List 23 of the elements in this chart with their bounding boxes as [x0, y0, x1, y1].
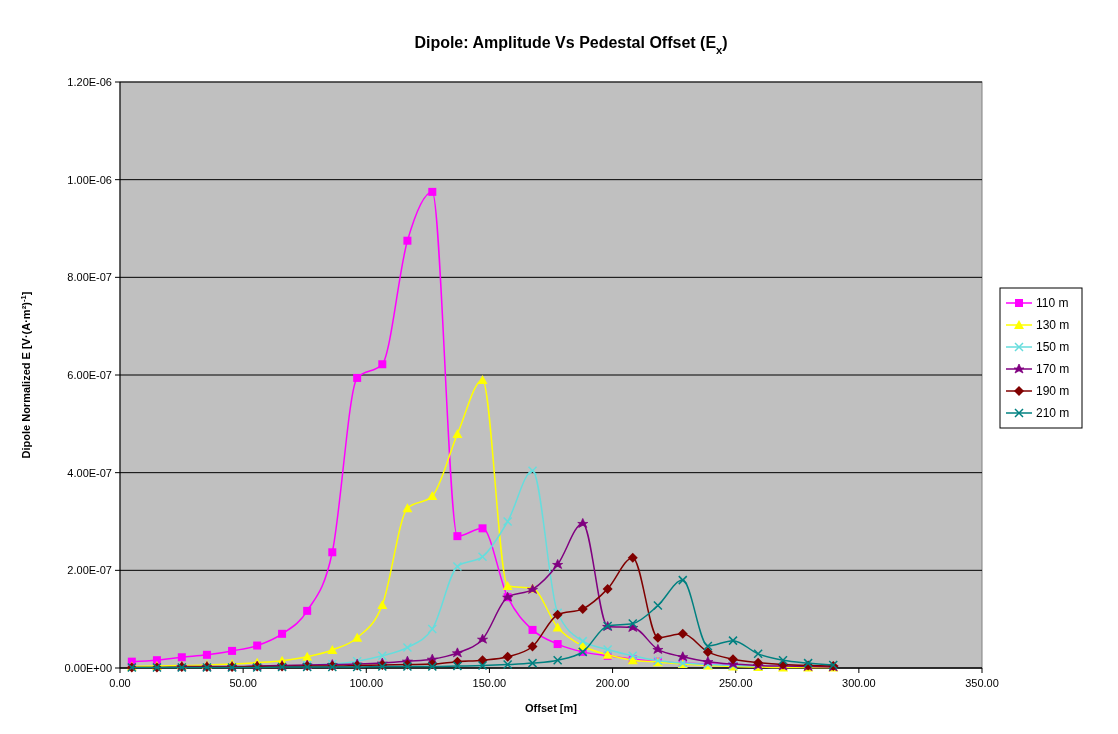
y-tick-label: 6.00E-07: [67, 368, 112, 381]
chart-title: Dipole: Amplitude Vs Pedestal Offset (E$_{x}$): [414, 34, 728, 56]
legend-label: 170 m: [1036, 362, 1070, 377]
x-tick-label: 250.00: [718, 677, 753, 689]
legend-label: 130 m: [1036, 318, 1070, 333]
x-tick-label: 300.00: [842, 677, 876, 689]
y-tick-label: 0.00E+00: [64, 661, 112, 674]
x-tick-label: 150.00: [472, 677, 507, 689]
legend-label: 190 m: [1036, 384, 1070, 399]
legend-label: 150 m: [1036, 340, 1070, 355]
y-tick-label: 1.00E-06: [67, 173, 112, 186]
y-tick-label: 4.00E-07: [67, 466, 112, 479]
x-tick-label: 50.00: [229, 677, 257, 689]
legend-label: 110 m: [1036, 296, 1069, 311]
y-tick-label: 2.00E-07: [67, 564, 112, 577]
y-tick-label: 1.20E-06: [67, 75, 112, 88]
legend-label: 210 m: [1036, 406, 1070, 421]
x-tick-label: 200.00: [595, 677, 630, 689]
x-tick-label: 0.00: [109, 677, 131, 689]
x-tick-label: 350.00: [965, 677, 999, 689]
x-axis-title: Offset [m]: [525, 702, 578, 714]
x-tick-label: 100.00: [349, 677, 384, 689]
y-tick-label: 8.00E-07: [67, 271, 112, 284]
